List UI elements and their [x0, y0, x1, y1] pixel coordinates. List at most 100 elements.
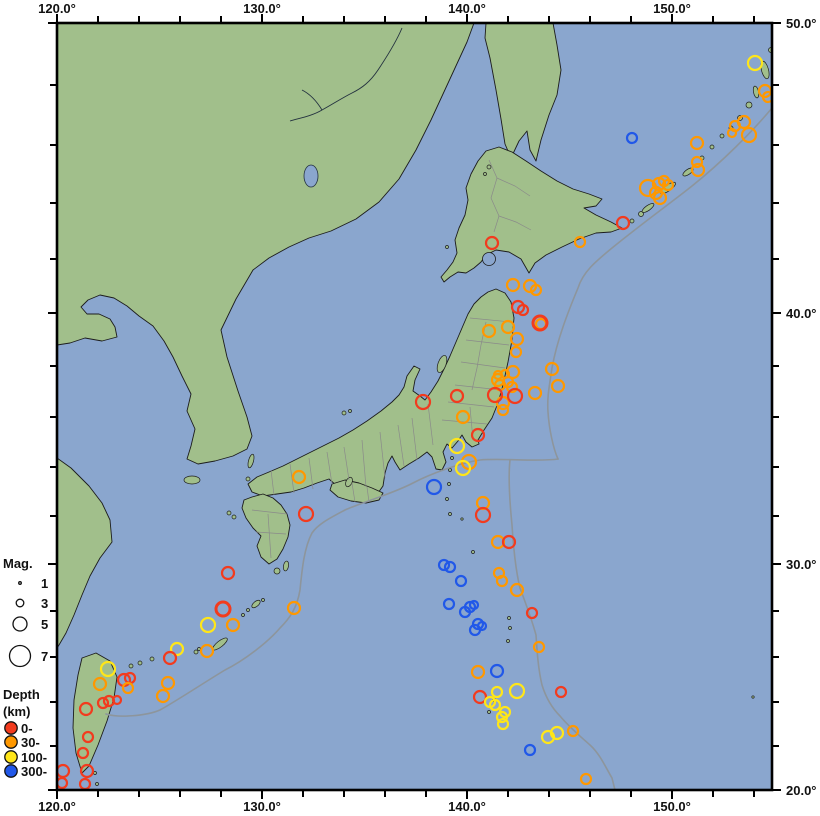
- earthquake-marker: [625, 131, 639, 145]
- earthquake-marker: [652, 190, 668, 206]
- magnitude-legend-symbol: [15, 598, 25, 608]
- earthquake-marker: [160, 675, 176, 691]
- earthquake-marker: [531, 314, 549, 332]
- earthquake-marker: [690, 155, 704, 169]
- earthquake-marker: [761, 90, 772, 104]
- shikoku-island: [329, 479, 384, 504]
- earthquake-marker: [505, 364, 521, 380]
- earthquake-marker: [549, 725, 565, 741]
- earthquake-marker: [468, 599, 480, 611]
- earthquake-marker: [490, 685, 504, 699]
- uchiura-bay: [482, 252, 496, 266]
- earthquake-marker: [689, 135, 705, 151]
- earthquake-marker: [57, 776, 69, 790]
- earthquake-marker: [495, 395, 511, 411]
- river-branch: [301, 89, 323, 111]
- earthquake-marker: [79, 763, 95, 779]
- depth-legend-symbol: [4, 764, 18, 778]
- axis-label: 150.0°: [653, 1, 691, 16]
- earthquake-marker: [544, 361, 560, 377]
- earthquake-marker: [501, 534, 517, 550]
- earthquake-marker: [425, 478, 443, 496]
- earthquake-marker: [472, 689, 488, 705]
- earthquake-marker: [121, 681, 135, 695]
- earthquake-marker: [214, 600, 232, 618]
- earthquake-marker: [454, 459, 472, 477]
- earthquake-marker: [509, 582, 525, 598]
- earthquake-marker: [99, 660, 117, 678]
- axis-label: 120.0°: [38, 799, 76, 814]
- earthquake-marker: [455, 409, 471, 425]
- depth-legend-label: 100-: [21, 750, 47, 765]
- map-frame: [55, 21, 774, 792]
- earthquake-marker: [566, 724, 580, 738]
- axis-label: 140.0°: [448, 1, 486, 16]
- earthquake-marker: [442, 597, 456, 611]
- earthquake-marker: [481, 323, 497, 339]
- earthquake-marker: [523, 743, 537, 757]
- trench-lines: [105, 107, 772, 790]
- earthquake-marker: [437, 558, 451, 572]
- earthquake-marker: [291, 469, 307, 485]
- magnitude-legend-title: Mag.: [3, 556, 33, 571]
- earthquake-marker: [495, 710, 509, 724]
- earthquake-marker: [155, 688, 171, 704]
- mainland-asia: [57, 23, 475, 465]
- magnitude-legend: Mag. 1 3 5 7: [3, 556, 48, 668]
- earthquake-marker: [509, 345, 523, 359]
- magnitude-legend-label: 5: [41, 617, 48, 632]
- earthquake-marker: [199, 643, 215, 659]
- earthquake-marker: [532, 640, 546, 654]
- earthquake-marker: [486, 386, 504, 404]
- axis-label: 40.0°: [786, 306, 817, 321]
- earthquake-marker: [448, 437, 466, 455]
- earthquake-marker: [488, 698, 502, 712]
- earthquake-marker: [579, 772, 593, 786]
- earthquake-marker: [495, 574, 509, 588]
- depth-legend-unit: (km): [3, 704, 30, 719]
- earthquake-marker: [111, 694, 123, 706]
- earthquake-marker: [550, 378, 566, 394]
- earthquake-marker: [474, 506, 492, 524]
- earthquake-marker: [500, 319, 516, 335]
- magnitude-legend-symbol: [8, 644, 32, 668]
- axis-label: 150.0°: [653, 799, 691, 814]
- depth-legend-symbol: [4, 721, 18, 735]
- izu-bonin-trench: [508, 459, 616, 790]
- earthquake-marker: [690, 162, 706, 178]
- earthquake-marker: [509, 331, 525, 347]
- earthquake-marker: [76, 746, 90, 760]
- depth-legend-label: 30-: [21, 735, 40, 750]
- magnitude-legend-symbol: [18, 581, 22, 585]
- earthquake-marker: [529, 283, 543, 297]
- earthquake-marker: [615, 215, 631, 231]
- earthquake-marker: [414, 393, 432, 411]
- earthquake-marker: [297, 505, 315, 523]
- earthquake-marker: [81, 730, 95, 744]
- earthquake-marker: [505, 277, 521, 293]
- axis-label: 130.0°: [243, 799, 281, 814]
- axis-label: 50.0°: [786, 16, 817, 31]
- magnitude-legend-symbol: [12, 616, 28, 632]
- sagami-nankai-ryukyu-trough: [105, 458, 559, 717]
- earthquake-marker: [496, 403, 510, 417]
- earthquake-marker: [489, 663, 505, 679]
- earthquake-marker: [220, 565, 236, 581]
- land-layer: [57, 23, 772, 786]
- amur-river: [289, 27, 403, 122]
- axes-layer: 120.0°120.0°130.0°130.0°140.0°140.0°150.…: [38, 1, 816, 814]
- earthquake-layer: [57, 54, 772, 790]
- earthquake-marker: [484, 235, 500, 251]
- earthquake-marker: [92, 676, 108, 692]
- axis-label: 30.0°: [786, 557, 817, 572]
- earthquake-marker: [169, 641, 185, 657]
- earthquake-marker: [508, 682, 526, 700]
- kuril-japan-trench: [546, 107, 772, 460]
- earthquake-marker: [726, 127, 738, 139]
- earthquake-marker: [505, 380, 519, 394]
- lake-khanka: [303, 164, 319, 188]
- depth-legend-symbol: [4, 735, 18, 749]
- earthquake-marker: [225, 617, 241, 633]
- axis-label: 20.0°: [786, 783, 817, 798]
